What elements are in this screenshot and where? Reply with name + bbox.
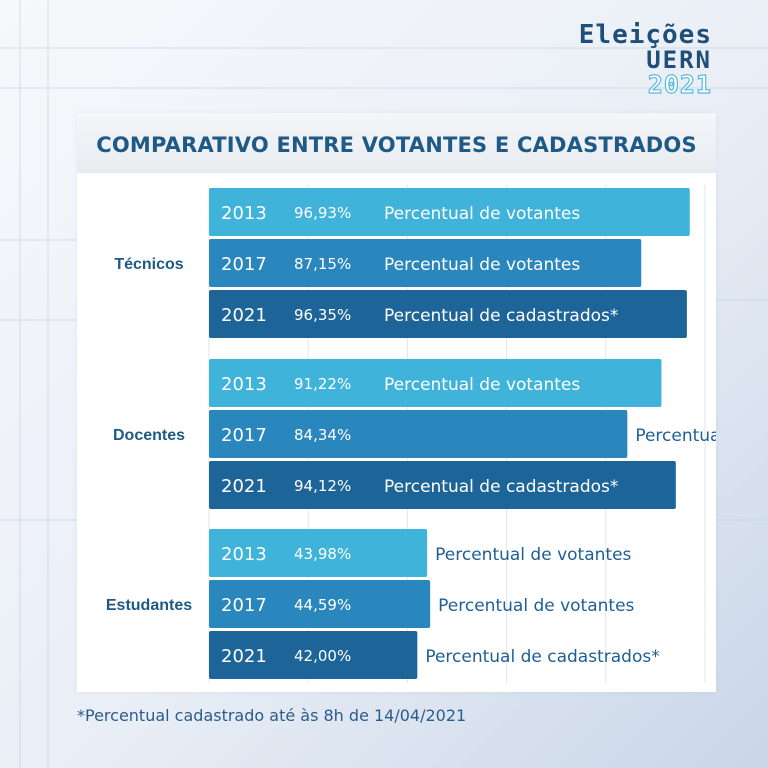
data-label: 84,34% [294, 426, 351, 444]
data-label: 87,15% [294, 255, 351, 273]
logo-line-1: Eleições [578, 20, 712, 50]
data-label: 91,22% [294, 375, 351, 393]
group-label-1: Docentes [113, 427, 185, 444]
bar [209, 580, 431, 628]
data-label: 96,93% [294, 204, 351, 222]
data-label: 44,59% [294, 596, 351, 614]
bar-series-label: Percentual de cadastrados* [425, 647, 659, 667]
bar [209, 188, 690, 236]
bar-year-label: 2013 [221, 374, 267, 395]
data-label: 42,00% [294, 647, 351, 665]
bar [209, 359, 662, 407]
logo-line-3: 2021 [647, 70, 712, 99]
footnote: *Percentual cadastrado até às 8h de 14/0… [77, 706, 467, 725]
bar-series-label: Percentual de cadastrados* [384, 306, 618, 326]
bar-series-label: Percentual de cadastrados* [384, 477, 618, 497]
chart-card: COMPARATIVO ENTRE VOTANTES E CADASTRADOS… [77, 113, 716, 692]
bar-series-label: Percentual de votantes [384, 204, 580, 224]
bar-series-label: Percentual de votantes [438, 596, 634, 616]
group-label-0: Técnicos [114, 256, 183, 273]
bar [209, 410, 628, 458]
bar-series-label: Percentual de votantes [635, 426, 716, 446]
bar [209, 290, 687, 338]
data-label: 96,35% [294, 306, 351, 324]
group-label-2: Estudantes [106, 597, 192, 614]
chart-title: COMPARATIVO ENTRE VOTANTES E CADASTRADOS [96, 133, 697, 157]
bar [209, 239, 642, 287]
bar-year-label: 2017 [221, 595, 267, 616]
logo-line-2: UERN [646, 46, 712, 74]
bar [209, 631, 418, 679]
data-label: 94,12% [294, 477, 351, 495]
bar-chart: Técnicos 2013 96,93% Percentual de votantes… [106, 185, 716, 683]
bar-series-label: Percentual de votantes [384, 255, 580, 275]
bar-year-label: 2013 [221, 203, 267, 224]
bar [209, 461, 676, 509]
bar-series-label: Percentual de votantes [435, 545, 631, 565]
bar-year-label: 2021 [221, 305, 267, 326]
title-bar [77, 113, 716, 173]
eleicoes-uern-logo: Eleições UERN 2021 [578, 20, 712, 99]
bar-year-label: 2021 [221, 476, 267, 497]
data-label: 43,98% [294, 545, 351, 563]
bar-year-label: 2013 [221, 544, 267, 565]
bar [209, 529, 428, 577]
bar-series-label: Percentual de votantes [384, 375, 580, 395]
bar-year-label: 2021 [221, 646, 267, 667]
bar-year-label: 2017 [221, 254, 267, 275]
bar-year-label: 2017 [221, 425, 267, 446]
